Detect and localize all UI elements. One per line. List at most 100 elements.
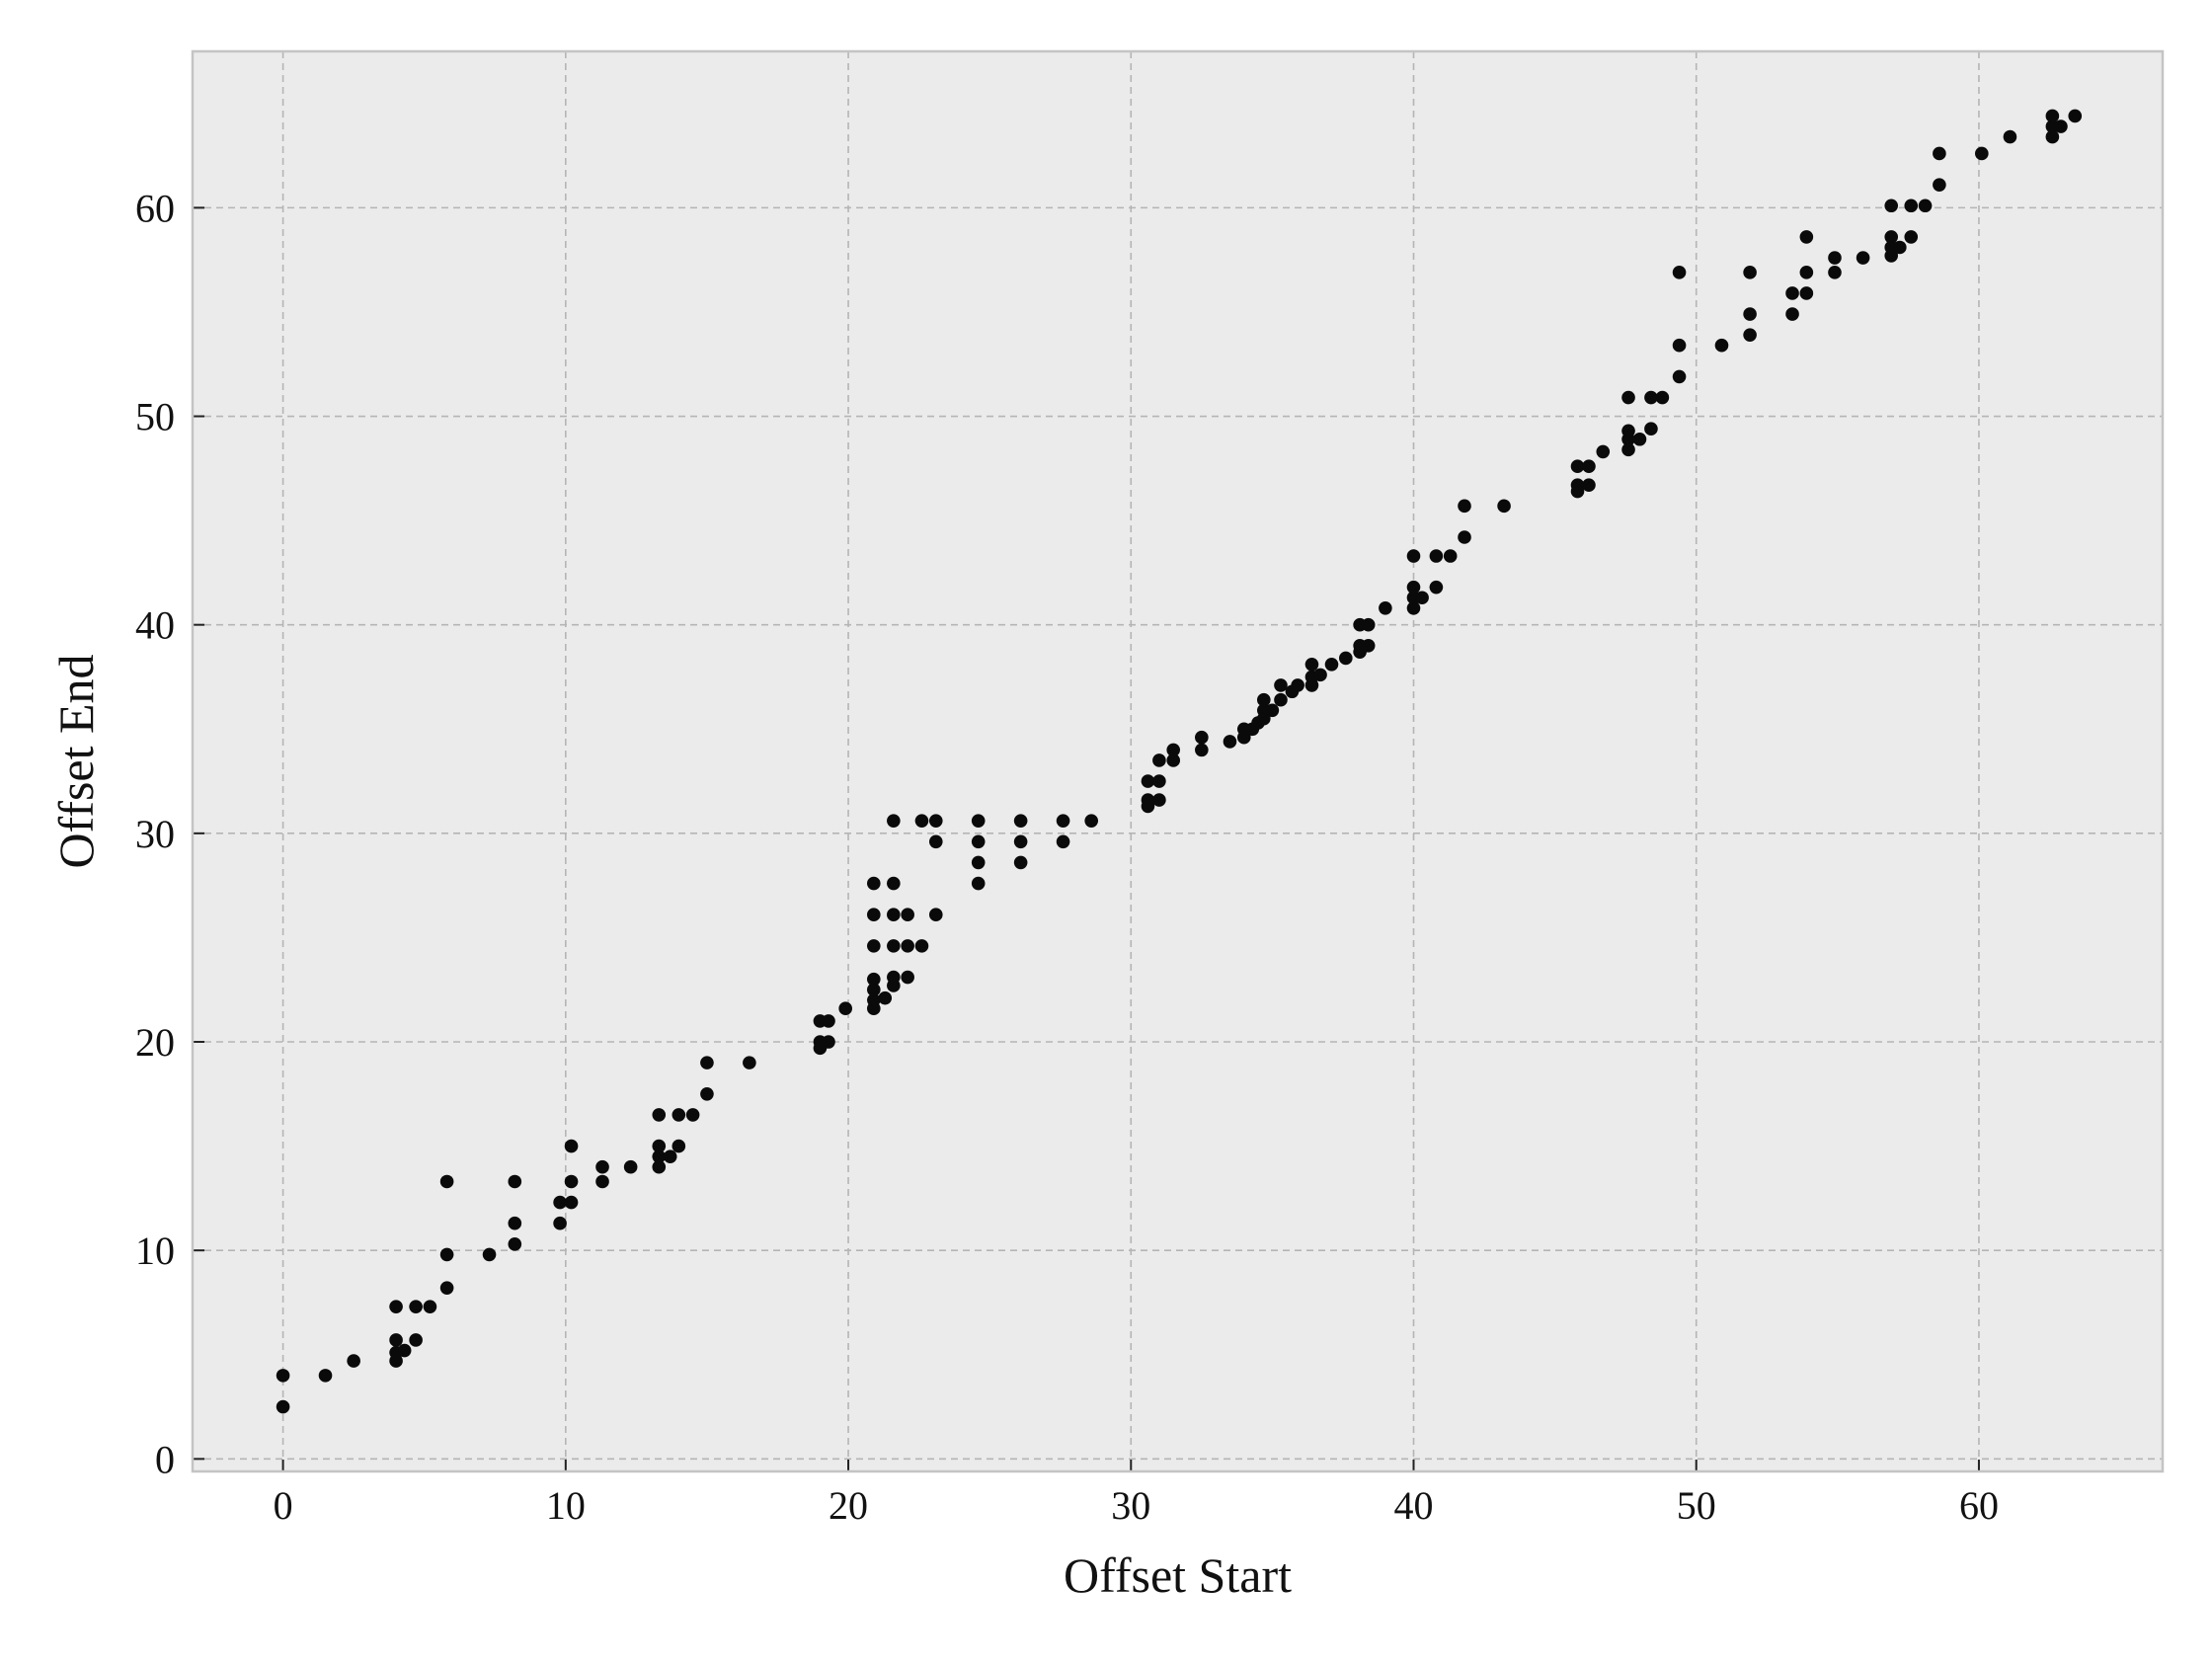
- data-point: [1406, 580, 1421, 594]
- data-point: [1621, 442, 1635, 457]
- data-point: [1013, 834, 1028, 849]
- data-point: [1443, 549, 1458, 563]
- y-tick-label: 60: [135, 186, 175, 230]
- data-point: [1933, 146, 1946, 161]
- data-point: [672, 1139, 686, 1153]
- data-point: [553, 1195, 567, 1210]
- data-point: [1324, 658, 1339, 672]
- data-point: [1429, 549, 1444, 563]
- data-point: [1799, 230, 1814, 244]
- data-point: [1152, 793, 1166, 807]
- x-tick-label: 0: [274, 1483, 293, 1528]
- data-point: [1265, 703, 1280, 718]
- data-point: [1672, 369, 1687, 384]
- data-point: [1304, 658, 1319, 672]
- data-point: [1904, 198, 1919, 213]
- data-point: [867, 908, 881, 922]
- data-point: [1339, 651, 1353, 666]
- data-point: [1621, 424, 1635, 438]
- data-point: [914, 939, 929, 953]
- data-point: [1429, 580, 1444, 594]
- data-point: [1570, 478, 1585, 493]
- data-point: [1084, 814, 1099, 828]
- data-point: [1406, 600, 1421, 615]
- data-point: [901, 939, 914, 953]
- data-point: [595, 1174, 609, 1189]
- x-tick-label: 40: [1393, 1483, 1433, 1528]
- data-point: [1415, 591, 1429, 605]
- data-point: [564, 1174, 579, 1189]
- data-point: [700, 1087, 714, 1101]
- data-point: [838, 1001, 852, 1016]
- data-point: [1904, 230, 1919, 244]
- data-point: [1884, 230, 1899, 244]
- data-point: [867, 983, 881, 997]
- data-point: [2045, 129, 2060, 144]
- y-tick-labels: 0 10 20 30 40 50 60: [135, 186, 175, 1481]
- data-point: [1458, 530, 1471, 544]
- y-axis-label: Offset End: [48, 654, 104, 868]
- data-point: [389, 1333, 403, 1347]
- y-tick-label: 0: [155, 1437, 175, 1481]
- data-point: [1884, 198, 1899, 213]
- data-point: [1166, 753, 1181, 767]
- data-point: [928, 908, 943, 922]
- data-point: [1933, 178, 1946, 192]
- data-point: [672, 1108, 686, 1122]
- data-point: [867, 972, 881, 987]
- data-point: [1152, 774, 1166, 788]
- data-point: [2003, 129, 2017, 144]
- data-point: [1975, 146, 1989, 161]
- data-point: [1893, 240, 1907, 255]
- data-point: [652, 1139, 667, 1153]
- data-point: [564, 1139, 579, 1153]
- data-point: [867, 876, 881, 891]
- data-point: [508, 1174, 522, 1189]
- data-point: [423, 1300, 437, 1313]
- data-point: [439, 1247, 454, 1262]
- data-point: [1743, 307, 1757, 321]
- data-point: [1195, 730, 1209, 745]
- y-tick-label: 40: [135, 603, 175, 648]
- data-point: [878, 990, 893, 1005]
- data-point: [1596, 444, 1611, 459]
- data-points: [276, 109, 2083, 1414]
- data-point: [1655, 390, 1670, 405]
- data-point: [1141, 774, 1155, 788]
- x-tick-label: 50: [1677, 1483, 1716, 1528]
- data-point: [1313, 668, 1327, 682]
- data-point: [1856, 251, 1870, 265]
- data-point: [1799, 266, 1814, 279]
- data-point: [1828, 251, 1842, 265]
- data-point: [867, 939, 881, 953]
- data-point: [901, 908, 914, 922]
- grid-lines: [193, 51, 2163, 1471]
- x-tick-label: 60: [1959, 1483, 1999, 1528]
- y-tick-label: 10: [135, 1228, 175, 1273]
- data-point: [887, 814, 901, 828]
- data-point: [743, 1056, 756, 1070]
- data-point: [564, 1195, 579, 1210]
- data-point: [914, 814, 929, 828]
- data-point: [1406, 549, 1421, 563]
- data-point: [276, 1369, 290, 1383]
- data-point: [928, 834, 943, 849]
- data-point: [508, 1237, 522, 1251]
- data-point: [553, 1216, 567, 1230]
- data-point: [822, 1014, 835, 1028]
- x-tick-label: 10: [546, 1483, 586, 1528]
- y-tick-label: 50: [135, 395, 175, 439]
- data-point: [685, 1108, 700, 1122]
- data-point: [652, 1159, 667, 1174]
- data-point: [1828, 266, 1842, 279]
- data-point: [887, 939, 901, 953]
- data-point: [700, 1056, 714, 1070]
- data-point: [439, 1174, 454, 1189]
- data-point: [867, 992, 881, 1007]
- data-point: [971, 855, 986, 870]
- data-point: [971, 834, 986, 849]
- data-point: [652, 1149, 667, 1163]
- data-point: [1195, 743, 1209, 757]
- data-point: [409, 1333, 423, 1347]
